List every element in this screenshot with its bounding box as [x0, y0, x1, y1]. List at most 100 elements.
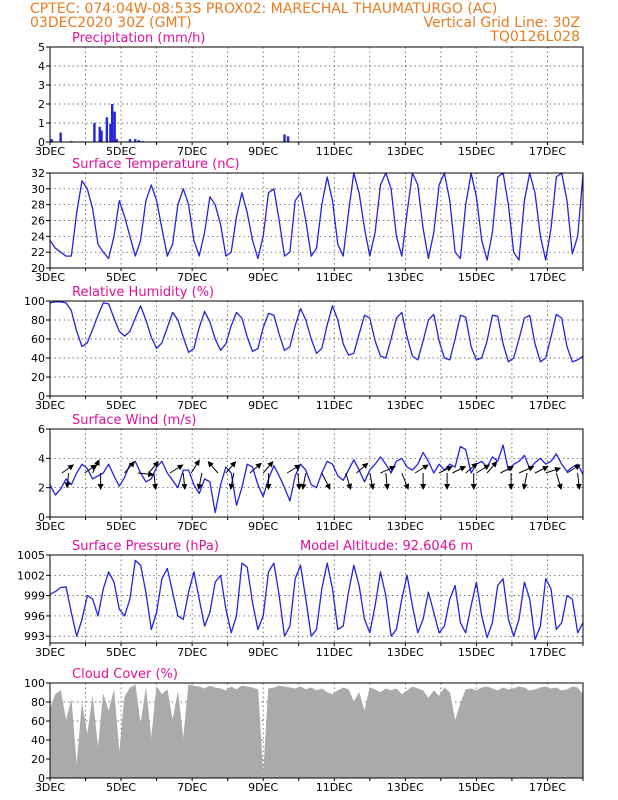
x-tick-label: 7DEC [177, 646, 207, 659]
precip-bar [105, 117, 109, 142]
wind-arrow [148, 461, 159, 474]
wind-arrow [64, 472, 71, 489]
x-tick-label: 7DEC [177, 781, 207, 794]
x-tick-label: 17DEC [529, 145, 566, 158]
x-tick-label: 9DEC [248, 145, 278, 158]
precip-bar [286, 136, 290, 142]
wind-arrow [414, 464, 429, 474]
wind-arrow [207, 461, 219, 474]
header-date: 03DEC2020 30Z (GMT) [30, 15, 192, 31]
x-tick-label: 11DEC [316, 399, 353, 412]
y-tick-label: 2 [38, 482, 45, 495]
x-tick-label: 15DEC [458, 520, 495, 533]
x-tick-label: 17DEC [529, 271, 566, 284]
header-grid-note: Vertical Grid Line: 30Z [424, 15, 580, 31]
wind-arrow [345, 472, 353, 490]
panel-title: Relative Humidity (%) [72, 285, 214, 300]
panel-rh: Relative Humidity (%) 0 20 40 60 80 100 3DEC 5DE… [24, 285, 584, 412]
plot-frame [49, 682, 584, 779]
x-tick-label: 15DEC [458, 646, 495, 659]
wind-arrow [476, 464, 491, 474]
y-tick-label: 20 [31, 371, 45, 384]
y-tick-label: 6 [38, 423, 45, 436]
panel-wind: Surface Wind (m/s) 0 2 4 6 3DEC 5DEC 7DEC 9DEC 11… [35, 413, 584, 533]
y-tick-label: 100 [24, 677, 45, 690]
y-tick-label: 3 [38, 79, 45, 92]
precip-bar [50, 139, 53, 142]
plot-frame [49, 428, 584, 518]
y-tick-label: 22 [31, 246, 45, 259]
x-tick-label: 15DEC [458, 781, 495, 794]
x-tick-label: 9DEC [248, 781, 278, 794]
wind-arrow [169, 464, 184, 474]
rh-line [49, 301, 584, 363]
y-tick-label: 40 [31, 734, 45, 747]
wind-arrow [465, 462, 478, 474]
y-tick-label: 1005 [17, 549, 45, 562]
plot-frame [49, 300, 584, 397]
x-tick-label: 13DEC [387, 646, 424, 659]
precip-bar [128, 139, 132, 142]
panel-title: Surface Wind (m/s) [72, 413, 196, 428]
wind-arrow [555, 472, 563, 490]
wind-arrow [92, 459, 100, 474]
precip-bar [98, 126, 101, 142]
precip-bar [283, 134, 286, 142]
panel-pres: Surface Pressure (hPa) Model Altitude: 92… [17, 539, 584, 659]
wind-arrow [438, 466, 453, 474]
x-tick-label: 3DEC [35, 646, 65, 659]
y-tick-label: 24 [31, 230, 45, 243]
y-tick-label: 32 [31, 167, 45, 180]
wind-arrow [566, 464, 581, 474]
wind-arrow [500, 466, 515, 474]
wind-arrow [401, 472, 410, 490]
panel-cloud: Cloud Cover (%) 0 20 40 60 80 100 3DEC 5DEC 7DEC 9… [24, 667, 584, 794]
wind-arrow [356, 462, 369, 474]
wind-arrow [300, 472, 307, 490]
y-tick-label: 20 [31, 262, 45, 275]
x-tick-label: 15DEC [458, 399, 495, 412]
x-tick-label: 3DEC [35, 781, 65, 794]
x-tick-label: 5DEC [106, 271, 136, 284]
x-tick-label: 13DEC [387, 781, 424, 794]
wind-arrow [575, 472, 582, 490]
panel-precip: Precipitation (mm/h) 0 1 2 3 4 5 3DEC 5DEC 7DEC 9D… [35, 31, 584, 158]
wind-line [49, 444, 584, 514]
x-tick-label: 7DEC [177, 271, 207, 284]
precip-bar [137, 140, 141, 142]
wind-arrow [181, 472, 188, 490]
y-tick-label: 1002 [17, 569, 45, 582]
x-tick-label: 9DEC [248, 646, 278, 659]
x-tick-label: 5DEC [106, 646, 136, 659]
y-tick-label: 999 [24, 590, 45, 603]
wind-arrow [518, 465, 535, 474]
wind-arrow [286, 464, 301, 474]
y-tick-label: 80 [31, 696, 45, 709]
panel-annotation: Model Altitude: 92.6046 m [300, 539, 473, 554]
x-tick-label: 7DEC [177, 399, 207, 412]
plot-frame [49, 172, 584, 269]
plot-frame [49, 46, 584, 143]
wind-arrow [521, 472, 528, 490]
x-tick-label: 3DEC [35, 399, 65, 412]
x-tick-label: 5DEC [106, 520, 136, 533]
header-station: CPTEC: 074:04W-08:53S PROX02: MARECHAL T… [30, 1, 497, 17]
x-tick-label: 17DEC [529, 781, 566, 794]
x-tick-label: 5DEC [106, 781, 136, 794]
y-tick-label: 60 [31, 333, 45, 346]
x-tick-label: 9DEC [248, 271, 278, 284]
y-tick-label: 4 [38, 452, 45, 465]
x-tick-label: 13DEC [387, 399, 424, 412]
x-tick-label: 15DEC [458, 271, 495, 284]
plot-frame [49, 554, 584, 644]
wind-arrow [545, 466, 562, 474]
wind-arrow [249, 462, 262, 474]
x-tick-label: 3DEC [35, 145, 65, 158]
x-tick-label: 17DEC [529, 646, 566, 659]
panel-title: Surface Pressure (hPa) [72, 539, 219, 554]
y-tick-label: 4 [38, 60, 45, 73]
x-tick-label: 13DEC [387, 520, 424, 533]
x-tick-label: 9DEC [248, 399, 278, 412]
y-tick-label: 28 [31, 199, 45, 212]
